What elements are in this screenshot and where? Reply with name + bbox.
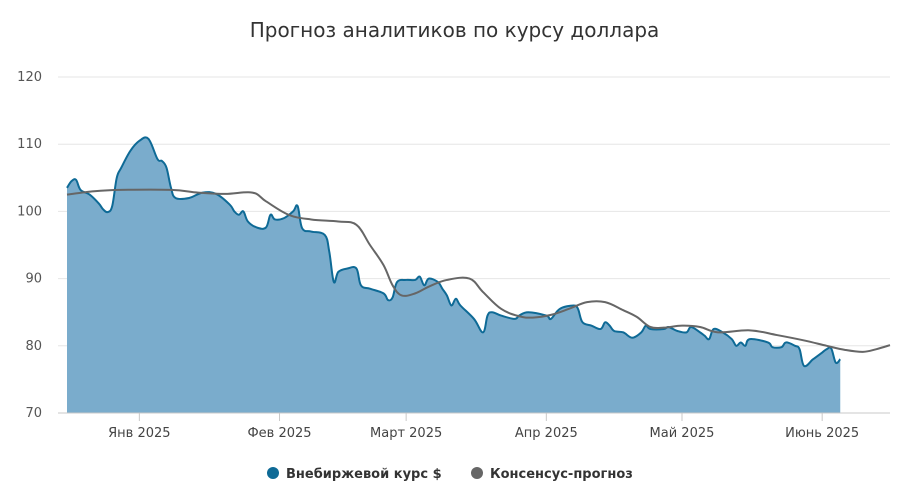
chart-title: Прогноз аналитиков по курсу доллара — [249, 18, 660, 42]
legend-label-0: Внебиржевой курс $ — [286, 467, 442, 482]
legend: Внебиржевой курс $ Консенсус-прогноз — [267, 467, 633, 482]
x-tick-label-1: Фев 2025 — [247, 426, 311, 441]
x-tick-label-5: Июнь 2025 — [785, 426, 859, 441]
legend-marker-1 — [471, 467, 483, 479]
x-tick-label-3: Апр 2025 — [515, 426, 578, 441]
series-line-1 — [66, 188, 891, 353]
x-tick-label-0: Янв 2025 — [108, 426, 170, 441]
series-area-fill-0 — [67, 137, 841, 414]
y-tick-label-100: 100 — [17, 204, 42, 219]
legend-item-0[interactable]: Внебиржевой курс $ — [267, 467, 442, 482]
y-tick-label-80: 80 — [25, 339, 42, 354]
y-tick-label-120: 120 — [17, 70, 42, 85]
line-layer — [66, 136, 891, 368]
axis-layer: 70 80 90 100 110 120 Янв 2025 Фев 2025 Март 2025… — [17, 70, 890, 441]
y-tick-label-70: 70 — [25, 406, 42, 421]
legend-item-1[interactable]: Консенсус-прогноз — [471, 467, 633, 482]
legend-label-1: Консенсус-прогноз — [490, 467, 633, 482]
y-tick-label-110: 110 — [17, 137, 42, 152]
y-tick-label-90: 90 — [25, 272, 42, 287]
legend-marker-0 — [267, 467, 279, 479]
x-tick-label-2: Март 2025 — [370, 426, 442, 441]
x-tick-label-4: Май 2025 — [650, 426, 715, 441]
area-layer — [67, 137, 841, 414]
series-line-0 — [66, 136, 841, 368]
